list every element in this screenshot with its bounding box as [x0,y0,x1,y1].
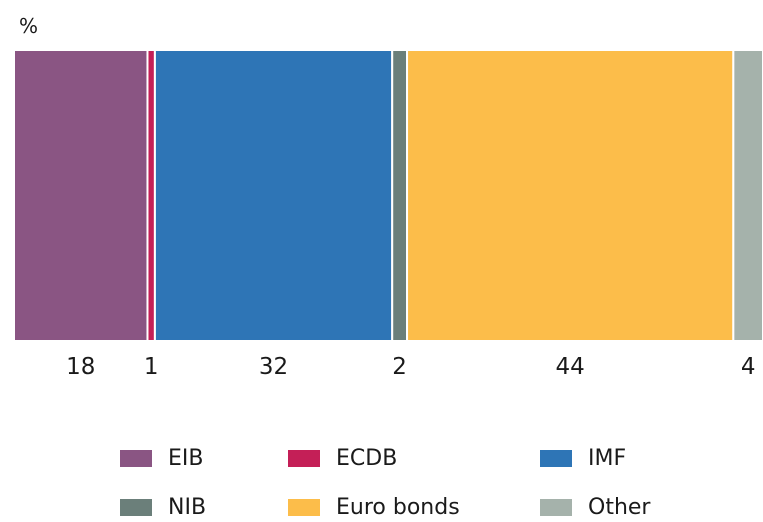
bar-segment-other [732,49,763,342]
value-label-imf: 32 [259,354,288,380]
bar-segment-euro-bonds [406,49,735,342]
value-label-euro-bonds: 44 [556,354,585,380]
bar-segment-eib [13,49,149,342]
unit-label: % [19,14,39,38]
value-label-other: 4 [741,354,756,380]
bar-segment-nib [391,49,409,342]
value-label-eib: 18 [66,354,95,380]
value-label-nib: 2 [392,354,407,380]
bar-segment-imf [153,49,394,342]
value-label-ecdb: 1 [144,354,159,380]
bar-segment-ecdb [146,49,156,342]
